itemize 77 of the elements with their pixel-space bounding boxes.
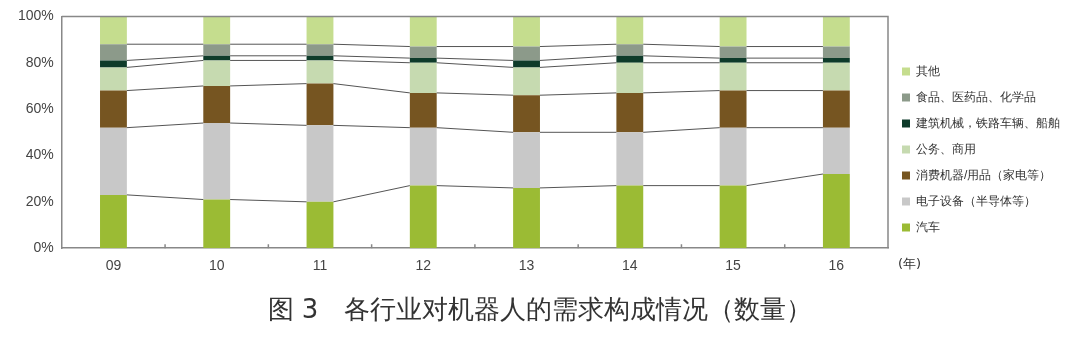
bar	[719, 62, 747, 91]
x-tick-label: 14	[622, 257, 638, 274]
bar	[822, 16, 850, 47]
bar	[100, 67, 127, 91]
bar	[719, 46, 747, 59]
bar	[513, 16, 540, 47]
bar	[100, 60, 127, 68]
bar	[100, 194, 127, 249]
bar	[306, 44, 334, 56]
bar	[513, 95, 540, 133]
bar	[409, 92, 437, 128]
bar	[719, 185, 747, 249]
bar	[100, 127, 127, 195]
x-tick-label: 13	[518, 257, 535, 274]
bar	[719, 16, 747, 47]
bar	[719, 90, 747, 128]
bar	[100, 90, 127, 128]
bar	[306, 16, 334, 45]
bar	[513, 132, 540, 188]
bar	[822, 90, 850, 128]
bar	[203, 60, 231, 86]
bar	[100, 16, 127, 45]
legend-label: 消费机器/用品（家电等）	[916, 167, 1052, 182]
bar	[616, 16, 644, 45]
bar	[719, 58, 747, 63]
y-tick-label: 80%	[25, 53, 54, 70]
bar	[513, 187, 540, 249]
bar	[203, 199, 231, 249]
bar	[616, 44, 644, 56]
bar	[409, 46, 437, 59]
bar	[409, 185, 437, 249]
bar	[306, 83, 334, 126]
bar	[306, 201, 334, 249]
bar	[203, 44, 231, 56]
bar	[203, 85, 231, 124]
bar	[616, 62, 644, 93]
legend-label: 汽车	[916, 219, 940, 234]
x-tick-label: 15	[725, 257, 742, 274]
x-tick-label: 12	[415, 257, 432, 274]
bar	[513, 60, 540, 68]
y-tick-label: 60%	[25, 99, 54, 116]
bar	[513, 67, 540, 96]
bar	[409, 62, 437, 93]
y-tick-label: 100%	[17, 7, 54, 24]
legend-label: 电子设备（半导体等）	[916, 193, 1036, 208]
bar	[409, 127, 437, 186]
legend-label: 食品、医药品、化学品	[916, 89, 1036, 104]
bar	[616, 55, 644, 63]
x-tick-label: 09	[105, 257, 122, 274]
bar	[409, 16, 437, 47]
x-tick-label: 10	[208, 257, 225, 274]
bar	[616, 185, 644, 249]
bar	[203, 16, 231, 45]
bar	[100, 44, 127, 61]
y-tick-label: 40%	[25, 146, 54, 163]
x-axis-title: (年)	[898, 255, 922, 271]
bar	[306, 125, 334, 202]
bar	[719, 127, 747, 186]
bar	[616, 132, 644, 186]
bar	[822, 62, 850, 91]
bar	[306, 60, 334, 84]
y-tick-label: 20%	[25, 192, 54, 209]
legend-label: 建筑机械，铁路车辆、船舶	[915, 115, 1060, 130]
legend-label: 其他	[916, 63, 940, 78]
bar	[409, 58, 437, 63]
bar	[822, 127, 850, 175]
x-tick-label: 11	[312, 257, 328, 274]
bar	[822, 46, 850, 59]
text: 图 3 各行业对机器人的需求构成情况（数量）	[266, 293, 814, 326]
x-tick-label: 16	[828, 257, 845, 274]
bar	[822, 174, 850, 249]
bar	[203, 123, 231, 200]
bar	[616, 92, 644, 133]
y-tick-label: 0%	[33, 239, 54, 256]
legend-label: 公务、商用	[916, 141, 976, 156]
bar	[822, 58, 850, 63]
bar	[513, 46, 540, 61]
